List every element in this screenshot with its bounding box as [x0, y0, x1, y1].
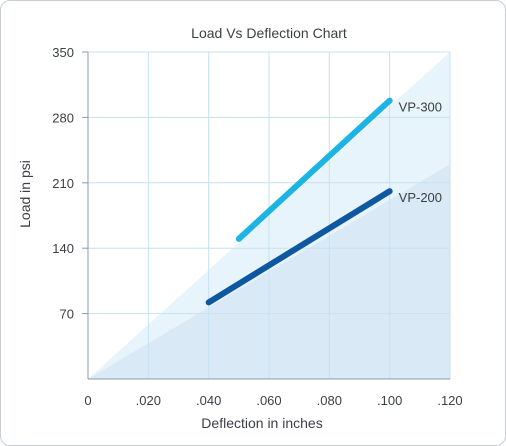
y-tick-label: 280: [52, 110, 74, 125]
x-tick-label: .020: [136, 393, 161, 408]
x-tick-label: .080: [317, 393, 342, 408]
y-tick-label: 70: [60, 307, 74, 322]
y-tick-label: 210: [52, 176, 74, 191]
x-axis-label: Deflection in inches: [201, 415, 322, 431]
series-label: VP-200: [399, 190, 442, 205]
grid: [88, 51, 451, 379]
y-tick-label: 140: [52, 241, 74, 256]
axes: [82, 51, 450, 380]
chart-title: Load Vs Deflection Chart: [191, 25, 347, 41]
x-tick-label: 0: [84, 393, 91, 408]
series-line: [235, 97, 393, 242]
dark-band: [88, 164, 450, 379]
y-axis-label: Load in psi: [17, 160, 33, 228]
x-tick-label: .060: [256, 393, 281, 408]
x-tick-label: .100: [377, 393, 402, 408]
x-tick-label: .120: [437, 393, 462, 408]
x-tick-label: .040: [196, 393, 221, 408]
series-label: VP-300: [399, 100, 442, 115]
series-line: [205, 188, 393, 306]
tick-labels: 0 .020 .040 .060 .080 .100 .120 70 140 210 280 350: [52, 45, 462, 408]
series-lines: VP-300 VP-200: [205, 97, 442, 306]
y-tick-label: 350: [52, 45, 74, 60]
